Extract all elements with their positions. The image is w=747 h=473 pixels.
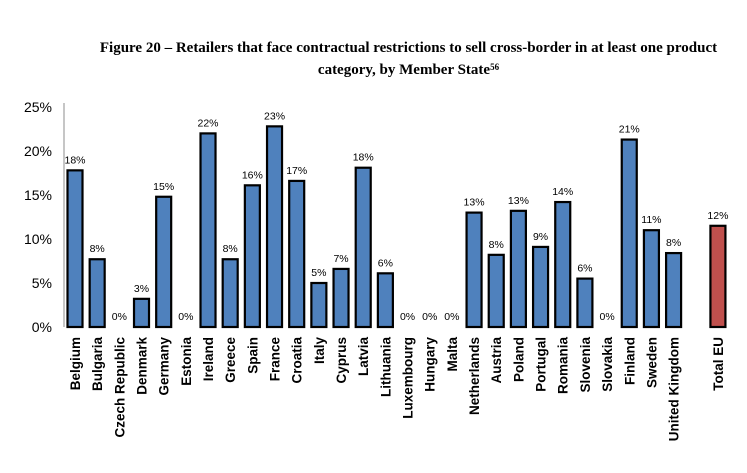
data-label: 23% — [264, 110, 285, 122]
bar-greece — [221, 258, 239, 329]
data-label: 21% — [619, 124, 640, 136]
x-tick-label: Germany — [157, 337, 172, 396]
bar-ireland — [199, 132, 217, 329]
y-tick-label: 5% — [32, 275, 52, 291]
x-tick-label: Spain — [245, 337, 260, 374]
x-tick-label: Portugal — [534, 337, 549, 392]
x-tick-label: Latvia — [356, 337, 371, 377]
x-tick-label: Austria — [489, 337, 504, 384]
title-line-2-text: category, by Member State — [317, 62, 491, 78]
x-tick-label: Belgium — [68, 337, 83, 390]
bar-sweden — [642, 229, 661, 329]
bar-poland — [509, 209, 527, 329]
bar-slovenia — [576, 277, 594, 329]
bar-finland — [620, 138, 638, 329]
x-tick-label: Finland — [622, 337, 637, 385]
bar-romania — [554, 200, 572, 329]
bar-croatia — [288, 179, 306, 329]
data-label: 15% — [153, 181, 174, 193]
x-tick-label: Greece — [223, 337, 238, 383]
bar-latvia — [354, 166, 372, 329]
y-tick-label: 25% — [24, 99, 52, 115]
data-label: 13% — [464, 197, 485, 209]
bar-france — [265, 125, 284, 329]
x-tick-label: Malta — [445, 337, 460, 372]
x-tick-label: Estonia — [179, 337, 194, 386]
data-label: 22% — [198, 117, 219, 129]
y-tick-label: 20% — [24, 143, 52, 159]
x-tick-label: Italy — [312, 337, 327, 365]
x-tick-label: Croatia — [290, 337, 305, 384]
data-label: 14% — [552, 186, 573, 198]
bar-germany — [155, 195, 173, 329]
data-label: 11% — [641, 214, 661, 226]
x-tick-label: Netherlands — [467, 337, 482, 415]
y-tick-label: 10% — [24, 231, 52, 247]
x-tick-label: Ireland — [201, 337, 216, 381]
data-label: 0% — [422, 311, 437, 323]
data-label: 7% — [333, 253, 348, 265]
bar-total-eu — [709, 224, 727, 329]
bar-austria — [487, 253, 505, 329]
bar-bulgaria — [88, 258, 106, 329]
title-line-2: category, by Member State56 — [0, 59, 747, 81]
bar-portugal — [531, 245, 550, 329]
data-label: 8% — [489, 239, 504, 251]
bars — [66, 125, 727, 329]
x-tick-label: Romania — [556, 337, 571, 395]
bar-united-kingdom — [664, 251, 683, 329]
data-label: 8% — [90, 243, 105, 255]
x-tick-label: Lithuania — [378, 337, 393, 397]
x-tick-label: France — [268, 337, 283, 382]
data-label: 9% — [533, 231, 548, 243]
x-tick-label: Bulgaria — [90, 337, 105, 392]
data-label: 0% — [599, 311, 614, 323]
data-label: 6% — [378, 257, 393, 269]
y-tick-label: 15% — [24, 187, 52, 203]
data-label: 3% — [134, 283, 149, 295]
data-label: 0% — [400, 311, 415, 323]
data-label: 8% — [223, 243, 238, 255]
data-label: 17% — [286, 165, 307, 177]
x-tick-label: Poland — [511, 337, 526, 382]
data-label: 0% — [444, 311, 459, 323]
data-label: 13% — [508, 195, 529, 207]
y-tick-label: 0% — [32, 319, 52, 335]
data-label: 16% — [242, 169, 263, 181]
bar-italy — [310, 281, 328, 329]
x-tick-label: Cyprus — [334, 337, 349, 384]
x-axis-labels: Belgium Bulgaria Czech Republic Denmark Germ… — [68, 337, 726, 442]
data-label: 8% — [666, 237, 681, 249]
bar-spain — [243, 184, 261, 329]
x-tick-label: Slovenia — [578, 337, 593, 393]
data-label: 18% — [353, 152, 374, 164]
bar-denmark — [132, 297, 151, 329]
data-label: 0% — [178, 311, 193, 323]
figure-title: Figure 20 – Retailers that face contract… — [0, 37, 747, 81]
x-tick-label: Czech Republic — [112, 337, 127, 438]
footnote-ref: 56 — [490, 62, 500, 72]
x-tick-label: Slovakia — [600, 337, 615, 392]
data-labels: 18% 8% 0% 3% 15% 0% 22% 8% 16% 23% 17% 5% 7% 18% 6% 0% 0… — [64, 110, 728, 323]
data-label: 0% — [112, 311, 127, 323]
data-label: 6% — [577, 263, 592, 275]
bar-belgium — [66, 169, 84, 329]
x-tick-label: Sweden — [644, 337, 659, 388]
data-label: 18% — [64, 154, 85, 166]
data-label: 12% — [707, 210, 728, 222]
x-tick-label: Hungary — [423, 337, 438, 392]
title-line-1: Figure 20 – Retailers that face contract… — [99, 40, 718, 56]
x-tick-label: Denmark — [135, 337, 150, 395]
data-label: 5% — [311, 267, 326, 279]
x-tick-label: Luxembourg — [401, 337, 416, 419]
bar-netherlands — [465, 211, 483, 329]
x-tick-label: United Kingdom — [667, 337, 682, 441]
x-tick-label: Total EU — [711, 337, 726, 391]
bar-lithuania — [376, 272, 394, 329]
y-axis: 0% 5% 10% 15% 20% 25% — [24, 99, 65, 335]
bar-cyprus — [332, 267, 350, 329]
